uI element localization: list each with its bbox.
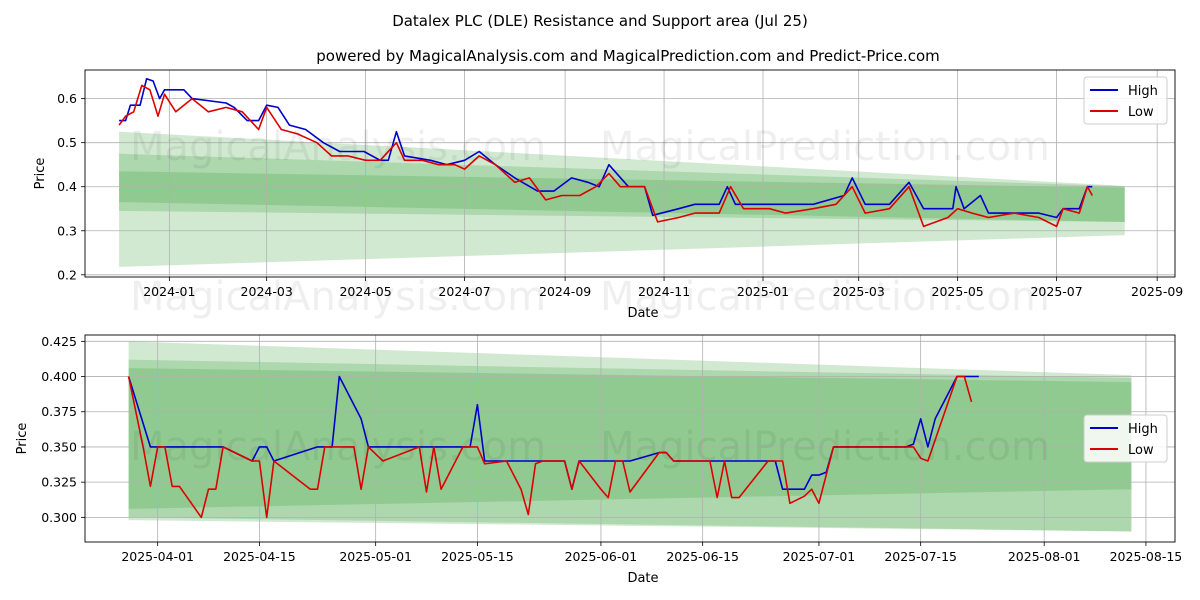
y-tick-label: 0.5 — [57, 135, 77, 150]
chart-subtitle: powered by MagicalAnalysis.com and Magic… — [316, 47, 940, 65]
support-resistance-band-3 — [119, 171, 1125, 222]
x-tick-label: 2024-11 — [638, 284, 690, 299]
watermark-text: MagicalPrediction.com — [600, 124, 1050, 170]
plot-frame — [84, 69, 1176, 278]
chart-title: Datalex PLC (DLE) Resistance and Support… — [392, 12, 808, 30]
y-tick-label: 0.300 — [41, 510, 77, 525]
support-resistance-band-1 — [119, 131, 1125, 267]
y-axis-label: Price — [33, 158, 48, 190]
x-tick-label: 2024-05 — [339, 284, 391, 299]
x-axis-label: Date — [627, 571, 658, 586]
bottom-chart-panel: MagicalAnalysis.com MagicalPrediction.com… — [15, 334, 1182, 586]
x-tick-label: 2025-07-01 — [783, 549, 856, 564]
legend-label-low: Low — [1128, 443, 1154, 458]
x-tick-label: 2025-07 — [1030, 284, 1082, 299]
y-tick-label: 0.4 — [57, 179, 77, 194]
x-tick-label: 2025-03 — [833, 284, 885, 299]
x-tick-label: 2024-07 — [438, 284, 490, 299]
top-chart-panel: MagicalAnalysis.com MagicalPrediction.com… — [33, 69, 1183, 321]
y-tick-label: 0.375 — [41, 404, 77, 419]
y-tick-label: 0.400 — [41, 369, 77, 384]
x-axis-label: Date — [627, 306, 658, 321]
y-tick-label: 0.325 — [41, 475, 77, 490]
watermark-text: MagicalAnalysis.com — [130, 424, 546, 470]
series-line-low — [127, 375, 973, 519]
x-tick-label: 2025-04-15 — [223, 549, 296, 564]
x-tick-label: 2025-09 — [1131, 284, 1183, 299]
legend-label-high: High — [1128, 84, 1158, 99]
support-resistance-band-3 — [128, 368, 1132, 509]
x-tick-label: 2025-05-01 — [339, 549, 412, 564]
y-tick-label: 0.6 — [57, 91, 77, 106]
legend: High Low — [1083, 76, 1168, 125]
legend-box — [1083, 414, 1168, 463]
legend-label-high: High — [1128, 422, 1158, 437]
series-line-low — [118, 84, 1093, 228]
x-tick-label: 2025-06-01 — [565, 549, 638, 564]
legend-box — [1083, 76, 1168, 125]
x-tick-label: 2025-05 — [932, 284, 984, 299]
y-tick-label: 0.2 — [57, 267, 77, 282]
support-resistance-band-2 — [128, 359, 1132, 532]
y-tick-label: 0.3 — [57, 223, 77, 238]
x-tick-label: 2024-01 — [143, 284, 195, 299]
y-axis-label: Price — [15, 423, 30, 455]
x-tick-label: 2025-08-15 — [1110, 549, 1183, 564]
watermark-text: MagicalPrediction.com — [600, 424, 1050, 470]
x-tick-label: 2025-01 — [737, 284, 789, 299]
x-tick-label: 2025-05-15 — [441, 549, 514, 564]
legend-label-low: Low — [1128, 105, 1154, 120]
series-line-high — [119, 78, 1093, 219]
watermark-text: MagicalAnalysis.com — [130, 274, 546, 320]
x-tick-label: 2025-07-15 — [884, 549, 957, 564]
legend: High Low — [1083, 414, 1168, 463]
x-tick-label: 2025-04-01 — [121, 549, 194, 564]
watermark-text: MagicalPrediction.com — [600, 274, 1050, 320]
plot-frame — [84, 334, 1176, 543]
watermark-text: MagicalAnalysis.com — [130, 124, 546, 170]
x-tick-label: 2025-08-01 — [1008, 549, 1081, 564]
y-tick-label: 0.425 — [41, 334, 77, 349]
plot-area — [85, 335, 1175, 542]
y-tick-label: 0.350 — [41, 439, 77, 454]
support-resistance-band-1 — [128, 341, 1132, 532]
x-tick-label: 2024-03 — [241, 284, 293, 299]
x-tick-label: 2024-09 — [539, 284, 591, 299]
x-tick-label: 2025-06-15 — [666, 549, 739, 564]
